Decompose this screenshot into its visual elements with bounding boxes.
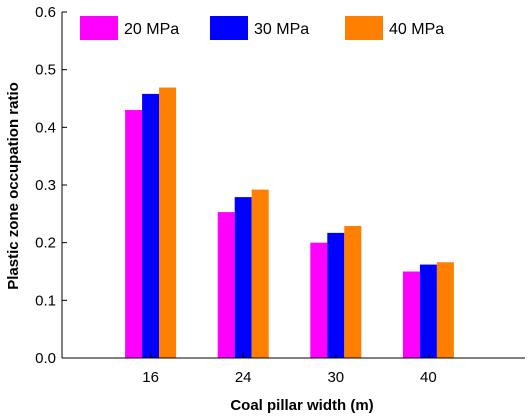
y-tick-label: 0.5 xyxy=(35,62,56,79)
y-ticks-group: 0.0 0.1 0.2 0.3 0.4 0.5 0.6 xyxy=(35,4,67,367)
x-tick-label: 24 xyxy=(235,369,252,386)
bar-24-20mpa xyxy=(217,212,235,358)
y-tick-label: 0.4 xyxy=(35,119,56,136)
bar-16-40mpa xyxy=(159,87,177,358)
legend-swatch xyxy=(345,16,383,40)
bar-24-40mpa xyxy=(251,189,269,358)
y-tick-label: 0.6 xyxy=(35,4,56,21)
x-tick-label: 40 xyxy=(420,369,437,386)
x-ticks-group: 16 24 30 40 xyxy=(142,353,437,386)
bar-30-40mpa xyxy=(344,225,362,358)
legend-label: 40 MPa xyxy=(389,21,444,38)
bar-16-20mpa xyxy=(125,110,143,359)
y-tick-label: 0.3 xyxy=(35,177,56,194)
bar-40-20mpa xyxy=(402,271,420,358)
legend: 20 MPa 30 MPa 40 MPa xyxy=(80,16,444,40)
legend-swatch xyxy=(80,16,118,40)
x-axis-title: Coal pillar width (m) xyxy=(230,397,373,414)
bar-40-40mpa xyxy=(436,262,454,358)
bar-30-20mpa xyxy=(310,242,328,358)
y-tick-label: 0.1 xyxy=(35,292,56,309)
bars-group xyxy=(125,87,454,359)
y-tick-label: 0.0 xyxy=(35,350,56,367)
bar-40-30mpa xyxy=(419,264,437,358)
legend-label: 20 MPa xyxy=(124,21,179,38)
bar-24-30mpa xyxy=(234,197,252,358)
bar-30-30mpa xyxy=(327,232,345,358)
legend-label: 30 MPa xyxy=(254,21,309,38)
legend-swatch xyxy=(210,16,248,40)
y-tick-label: 0.2 xyxy=(35,235,56,252)
x-tick-label: 16 xyxy=(142,369,159,386)
bar-16-30mpa xyxy=(142,93,160,359)
y-axis-title: Plastic zone occupation ratio xyxy=(5,82,22,290)
x-tick-label: 30 xyxy=(327,369,344,386)
